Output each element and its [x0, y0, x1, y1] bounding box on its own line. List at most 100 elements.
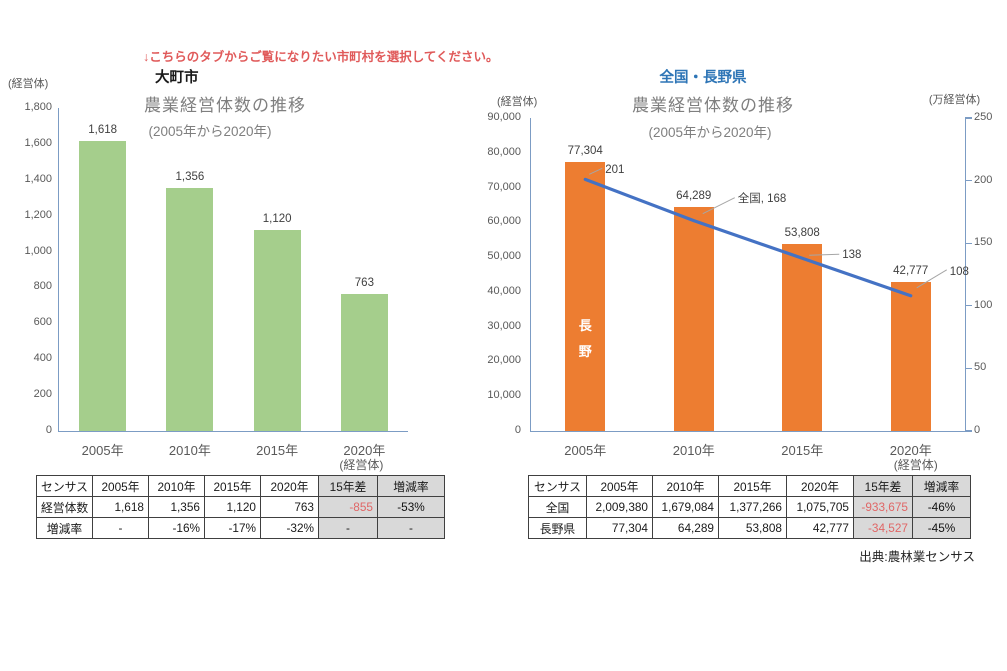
line-value-label: 全国, 168 — [737, 192, 787, 205]
table-header-cell: 増減率 — [912, 475, 971, 497]
line-value-label: 138 — [842, 249, 862, 262]
table-header-cell: 2020年 — [786, 475, 854, 497]
y-axis-tick-label: 1,600 — [24, 136, 52, 149]
table-header-cell: 増減率 — [377, 475, 445, 497]
x-axis-unit-label: (経営体) — [339, 458, 384, 472]
y-axis-tick-label: 1,200 — [24, 208, 52, 221]
x-axis-tick-label: 2020年 — [889, 443, 932, 458]
bar-value-label: 53,808 — [784, 226, 820, 239]
table-header-cell: 15年差 — [318, 475, 378, 497]
table-cell: -17% — [204, 517, 261, 539]
bar — [79, 140, 127, 431]
y-axis-tick-label: 1,000 — [24, 244, 52, 257]
table-cell: 1,377,266 — [718, 496, 787, 518]
y-axis-tick-label: 600 — [33, 316, 52, 329]
y-axis-tick-label: 200 — [33, 388, 52, 401]
bar — [166, 187, 214, 431]
right-y-axis-tick-label: 0 — [974, 424, 981, 436]
tab-instruction-text: ↓こちらのタブからご覧になりたい市町村を選択してください。 — [143, 50, 499, 64]
line-value-label: 201 — [605, 164, 625, 177]
x-axis-tick-label: 2015年 — [256, 443, 299, 458]
bar — [565, 162, 606, 431]
table-cell: 53,808 — [718, 517, 787, 539]
right-y-axis-tick-mark — [965, 430, 972, 432]
table-cell: -45% — [912, 517, 971, 539]
table-header-cell: 2015年 — [718, 475, 787, 497]
right-y-axis-tick-mark — [965, 305, 972, 307]
right-y-axis-tick-label: 150 — [974, 236, 993, 249]
right-chart-subtitle: (2005年から2020年) — [648, 125, 772, 140]
left-y-axis-tick-label: 90,000 — [487, 111, 521, 123]
source-note: 出典:農林業センサス — [859, 550, 975, 564]
x-axis-unit-label: (経営体) — [893, 458, 938, 472]
table-cell: 1,356 — [148, 496, 205, 518]
x-axis-tick-label: 2010年 — [672, 443, 715, 458]
label-leader-line — [702, 197, 735, 215]
left-y-axis-tick-label: 80,000 — [487, 145, 521, 158]
right-y-axis-tick-mark — [965, 367, 972, 370]
label-leader-line — [809, 253, 840, 256]
bar-value-label: 1,356 — [175, 170, 205, 183]
x-axis-tick-label: 2005年 — [81, 443, 124, 458]
bar-value-label: 1,618 — [88, 123, 118, 136]
right-y-axis-line — [965, 118, 967, 431]
y-axis-tick-label: 0 — [45, 424, 52, 436]
x-axis-tick-label: 2020年 — [343, 443, 386, 458]
table-cell: -46% — [912, 496, 971, 518]
table-header-cell: 2020年 — [260, 475, 319, 497]
table-cell: 763 — [260, 496, 319, 518]
x-axis-tick-label: 2005年 — [564, 443, 607, 458]
y-axis-tick-label: 1,800 — [24, 101, 52, 113]
bar — [782, 243, 823, 431]
bar — [890, 282, 931, 431]
table-cell: 1,618 — [92, 496, 149, 518]
y-axis-tick-label: 1,400 — [24, 172, 52, 185]
table-cell: 経営体数 — [36, 496, 93, 518]
national-nagano-summary-table: センサス 2005年 2010年 2015年 2020年 15年差 増減率 全国 2,009,3… — [528, 475, 971, 539]
right-y-axis-tick-label: 250 — [974, 111, 993, 123]
table-cell: 1,679,084 — [652, 496, 719, 518]
bar — [340, 294, 388, 431]
table-cell: -34,527 — [853, 517, 913, 539]
trend-line-layer — [583, 167, 948, 298]
table-cell: 2,009,380 — [586, 496, 653, 518]
bar-inner-label-char: 野 — [578, 344, 592, 359]
table-cell: - — [92, 517, 149, 539]
table-header-cell: センサス — [528, 475, 587, 497]
right-y-axis-tick-label: 50 — [974, 361, 987, 374]
right-y-axis-tick-mark — [965, 117, 972, 119]
bar — [673, 207, 714, 431]
table-cell: 全国 — [528, 496, 587, 518]
right-y-axis-tick-label: 100 — [974, 298, 993, 311]
omachi-summary-table: センサス 2005年 2010年 2015年 2020年 15年差 増減率 経営体数 1,618… — [36, 475, 445, 539]
x-axis-line — [57, 431, 408, 433]
y-axis-line — [57, 108, 59, 431]
table-cell: 42,777 — [786, 517, 854, 539]
table-cell: -933,675 — [853, 496, 913, 518]
bar-value-label: 77,304 — [567, 145, 603, 158]
left-y-axis-tick-label: 20,000 — [487, 354, 521, 367]
table-cell: 増減率 — [36, 517, 93, 539]
table-header-cell: 2005年 — [92, 475, 149, 497]
bar-inner-label-char: 長 — [578, 318, 592, 333]
table-cell: 77,304 — [586, 517, 653, 539]
bar — [253, 230, 301, 431]
y-axis-tick-label: 800 — [33, 280, 52, 293]
line-value-label: 108 — [949, 265, 969, 278]
table-cell: -855 — [318, 496, 378, 518]
trend-line — [583, 177, 913, 298]
bar-value-label: 1,120 — [262, 213, 292, 226]
x-axis-line — [529, 431, 967, 433]
table-header-cell: 2005年 — [586, 475, 653, 497]
y-axis-tick-label: 400 — [33, 352, 52, 365]
left-y-axis-tick-label: 0 — [514, 424, 521, 436]
left-y-axis-tick-label: 30,000 — [487, 319, 521, 332]
table-cell: 1,075,705 — [786, 496, 854, 518]
right-chart-left-y-unit-label: (経営体) — [497, 96, 538, 108]
left-y-axis-line — [529, 118, 531, 431]
left-chart-subtitle: (2005年から2020年) — [148, 124, 272, 139]
